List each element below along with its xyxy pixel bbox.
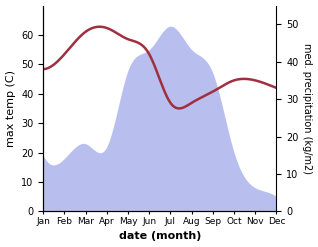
Y-axis label: max temp (C): max temp (C) xyxy=(5,70,16,147)
Y-axis label: med. precipitation (kg/m2): med. precipitation (kg/m2) xyxy=(302,43,313,174)
X-axis label: date (month): date (month) xyxy=(119,231,201,242)
